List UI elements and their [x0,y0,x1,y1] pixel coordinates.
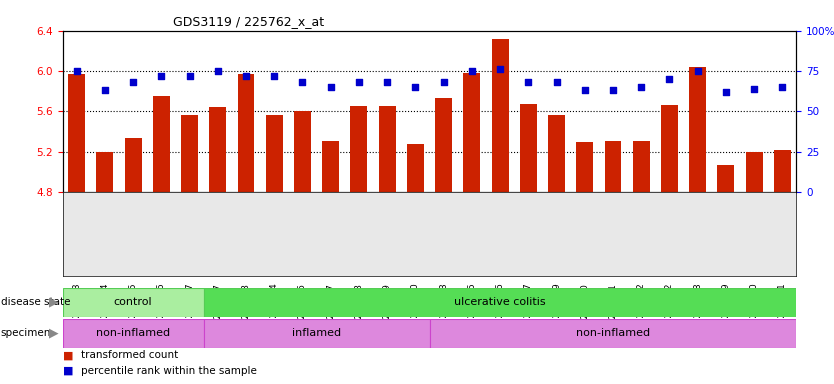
Point [70,68,83,74]
Point [465,68,479,74]
Point [127,79,140,85]
Bar [181,116,198,192]
Text: GDS3119 / 225762_x_at: GDS3119 / 225762_x_at [173,15,324,28]
Bar [203,288,796,317]
Text: transformed count: transformed count [81,350,178,360]
Text: ulcerative colitis: ulcerative colitis [455,297,546,308]
Bar [491,39,509,192]
Point [352,79,365,85]
Point [691,68,705,74]
Bar [63,288,203,317]
Bar [774,150,791,192]
Point [494,66,507,73]
Bar [266,116,283,192]
Bar [407,144,424,192]
Bar [548,116,565,192]
Bar [68,74,85,192]
Bar [203,319,430,348]
Text: percentile rank within the sample: percentile rank within the sample [81,366,257,376]
Bar [746,152,762,192]
Bar [576,142,593,192]
Bar [520,104,537,192]
Text: ■: ■ [63,366,73,376]
Point [98,87,112,93]
Bar [294,111,311,192]
Text: ▶: ▶ [48,296,58,309]
Text: ▶: ▶ [48,326,58,339]
Bar [124,137,142,192]
Point [747,86,761,92]
Point [409,84,422,90]
Point [239,73,253,79]
Bar [605,141,621,192]
Point [211,68,224,74]
Bar [379,106,395,192]
Point [719,89,732,95]
Point [606,87,620,93]
Bar [350,106,368,192]
Point [324,84,338,90]
Text: non-inflamed: non-inflamed [96,328,170,338]
Point [578,87,591,93]
Bar [689,67,706,192]
Text: ■: ■ [63,350,73,360]
Bar [430,319,796,348]
Bar [322,141,339,192]
Point [154,73,168,79]
Text: control: control [113,297,153,308]
Bar [209,108,226,192]
Bar [97,152,113,192]
Point [550,79,563,85]
Point [437,79,450,85]
Bar [63,319,203,348]
Bar [435,98,452,192]
Text: specimen: specimen [1,328,51,338]
Point [380,79,394,85]
Point [776,84,789,90]
Point [663,76,676,82]
Text: disease state: disease state [1,297,70,307]
Bar [153,96,170,192]
Point [183,73,196,79]
Point [268,73,281,79]
Point [635,84,648,90]
Text: non-inflamed: non-inflamed [576,328,650,338]
Text: inflamed: inflamed [292,328,341,338]
Bar [661,105,678,192]
Bar [717,165,735,192]
Bar [238,74,254,192]
Bar [464,73,480,192]
Point [296,79,309,85]
Point [521,79,535,85]
Bar [633,141,650,192]
